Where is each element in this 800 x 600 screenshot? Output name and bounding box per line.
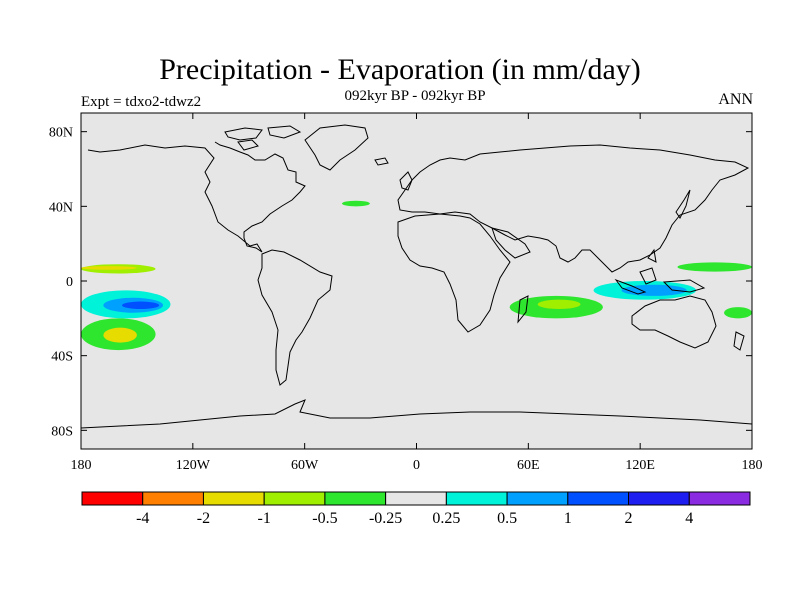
map-subtitle: 092kyr BP - 092kyr BP <box>344 88 486 104</box>
x-tick-label: 60W <box>291 458 319 473</box>
y-tick-label: 0 <box>66 275 73 290</box>
field-region <box>304 271 380 291</box>
x-tick-label: 120W <box>176 458 211 473</box>
y-tick-label: 40N <box>49 200 73 215</box>
colorbar-box <box>385 491 447 506</box>
colorbar-label: 0.5 <box>497 510 517 527</box>
colorbar-label: -0.25 <box>369 510 402 527</box>
field-region <box>621 284 687 296</box>
x-tick-label: 0 <box>413 458 420 473</box>
field-region <box>677 262 752 272</box>
colorbar-box <box>506 491 569 506</box>
colorbar-label: -0.5 <box>312 510 337 527</box>
colorbar-box <box>202 491 265 506</box>
colorbar-label: 0.25 <box>432 510 460 527</box>
colorbar-box <box>567 491 630 506</box>
x-tick-label: 60E <box>517 458 540 473</box>
field-region <box>453 271 501 291</box>
y-tick-label: 40S <box>51 350 73 365</box>
colorbar-box <box>324 491 387 506</box>
colorbar-box <box>445 491 508 506</box>
colorbar-label: 4 <box>685 510 693 527</box>
x-tick-label: 180 <box>742 458 763 473</box>
x-tick-label: 120E <box>625 458 655 473</box>
field-region <box>122 301 160 309</box>
colorbar-label: 2 <box>625 510 633 527</box>
map-background <box>81 113 752 449</box>
field-region <box>341 200 370 207</box>
colorbar-box <box>142 491 204 506</box>
field-region <box>379 262 454 276</box>
colorbar-box <box>688 491 751 506</box>
colorbar-box <box>81 491 144 506</box>
experiment-label: Expt = tdxo2-tdwz2 <box>81 94 202 110</box>
colorbar-label: -2 <box>197 510 210 527</box>
season-label: ANN <box>718 91 753 108</box>
field-region <box>537 299 581 310</box>
field-region <box>103 327 137 343</box>
x-tick-label: 180 <box>71 458 92 473</box>
field-region <box>724 307 752 319</box>
map-title: Precipitation - Evaporation (in mm/day) <box>159 53 641 86</box>
colorbar-label: -4 <box>136 510 149 527</box>
colorbar-label: -1 <box>258 510 271 527</box>
field-region <box>81 266 137 270</box>
y-tick-label: 80N <box>49 126 73 141</box>
colorbar-box <box>628 491 690 506</box>
field-region <box>677 225 752 244</box>
colorbar-box <box>263 491 326 506</box>
colorbar-label: 1 <box>564 510 572 527</box>
field-region <box>341 135 436 151</box>
coastlines <box>80 124 753 429</box>
y-tick-label: 80S <box>51 424 73 439</box>
